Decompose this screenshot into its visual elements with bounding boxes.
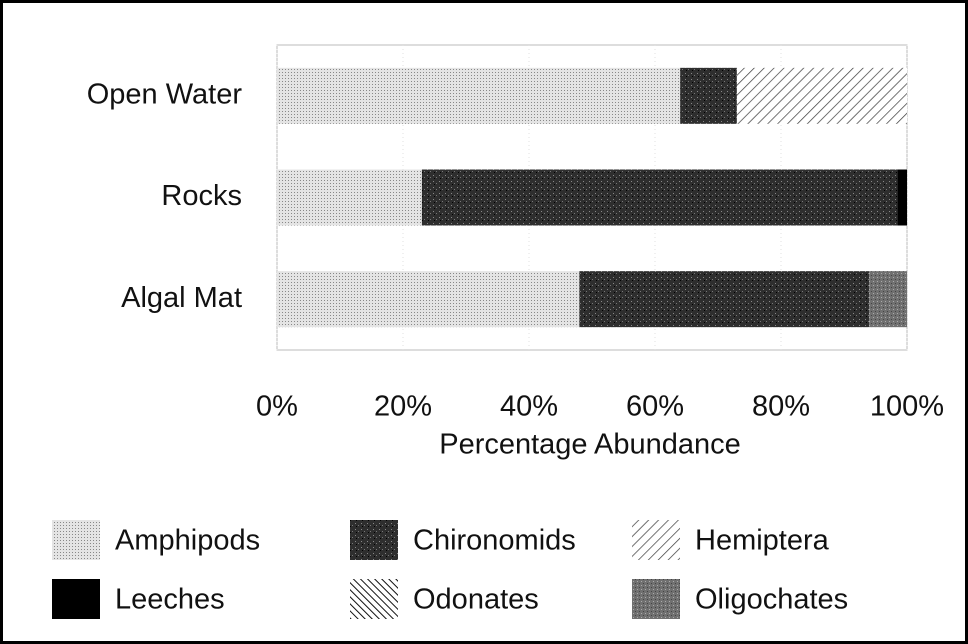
legend-swatch: [52, 520, 100, 560]
legend-swatch: [632, 520, 680, 560]
y-tick-label: Algal Mat: [121, 282, 242, 314]
y-tick-label: Open Water: [87, 78, 243, 110]
bar-segment: [277, 271, 580, 328]
bar-segment: [277, 169, 422, 226]
y-tick-label: Rocks: [161, 180, 242, 212]
legend-label: Leeches: [115, 584, 225, 616]
x-tick-label: 60%: [626, 391, 684, 423]
bar-segment: [897, 169, 907, 226]
bar-segment: [579, 271, 870, 328]
x-tick-label: 40%: [500, 391, 558, 423]
x-tick-label: 20%: [374, 391, 432, 423]
legend-swatch: [52, 579, 100, 619]
x-tick-label: 80%: [752, 391, 810, 423]
bar-segment: [277, 67, 681, 124]
legend-swatch: [632, 579, 680, 619]
bar-segment: [736, 67, 907, 124]
legend-label: Odonates: [413, 584, 539, 616]
legend-swatch: [350, 520, 398, 560]
x-tick-label: 100%: [870, 391, 944, 423]
legend-label: Amphipods: [115, 525, 260, 557]
bar-segment: [680, 67, 737, 124]
x-tick-label: 0%: [256, 391, 298, 423]
bar-segment: [421, 169, 898, 226]
legend-label: Chironomids: [413, 525, 576, 557]
bar-segment: [869, 271, 907, 328]
x-axis-label: Percentage Abundance: [439, 429, 741, 461]
legend-label: Oligochates: [695, 584, 848, 616]
legend-label: Hemiptera: [695, 525, 830, 557]
legend-swatch: [350, 579, 398, 619]
